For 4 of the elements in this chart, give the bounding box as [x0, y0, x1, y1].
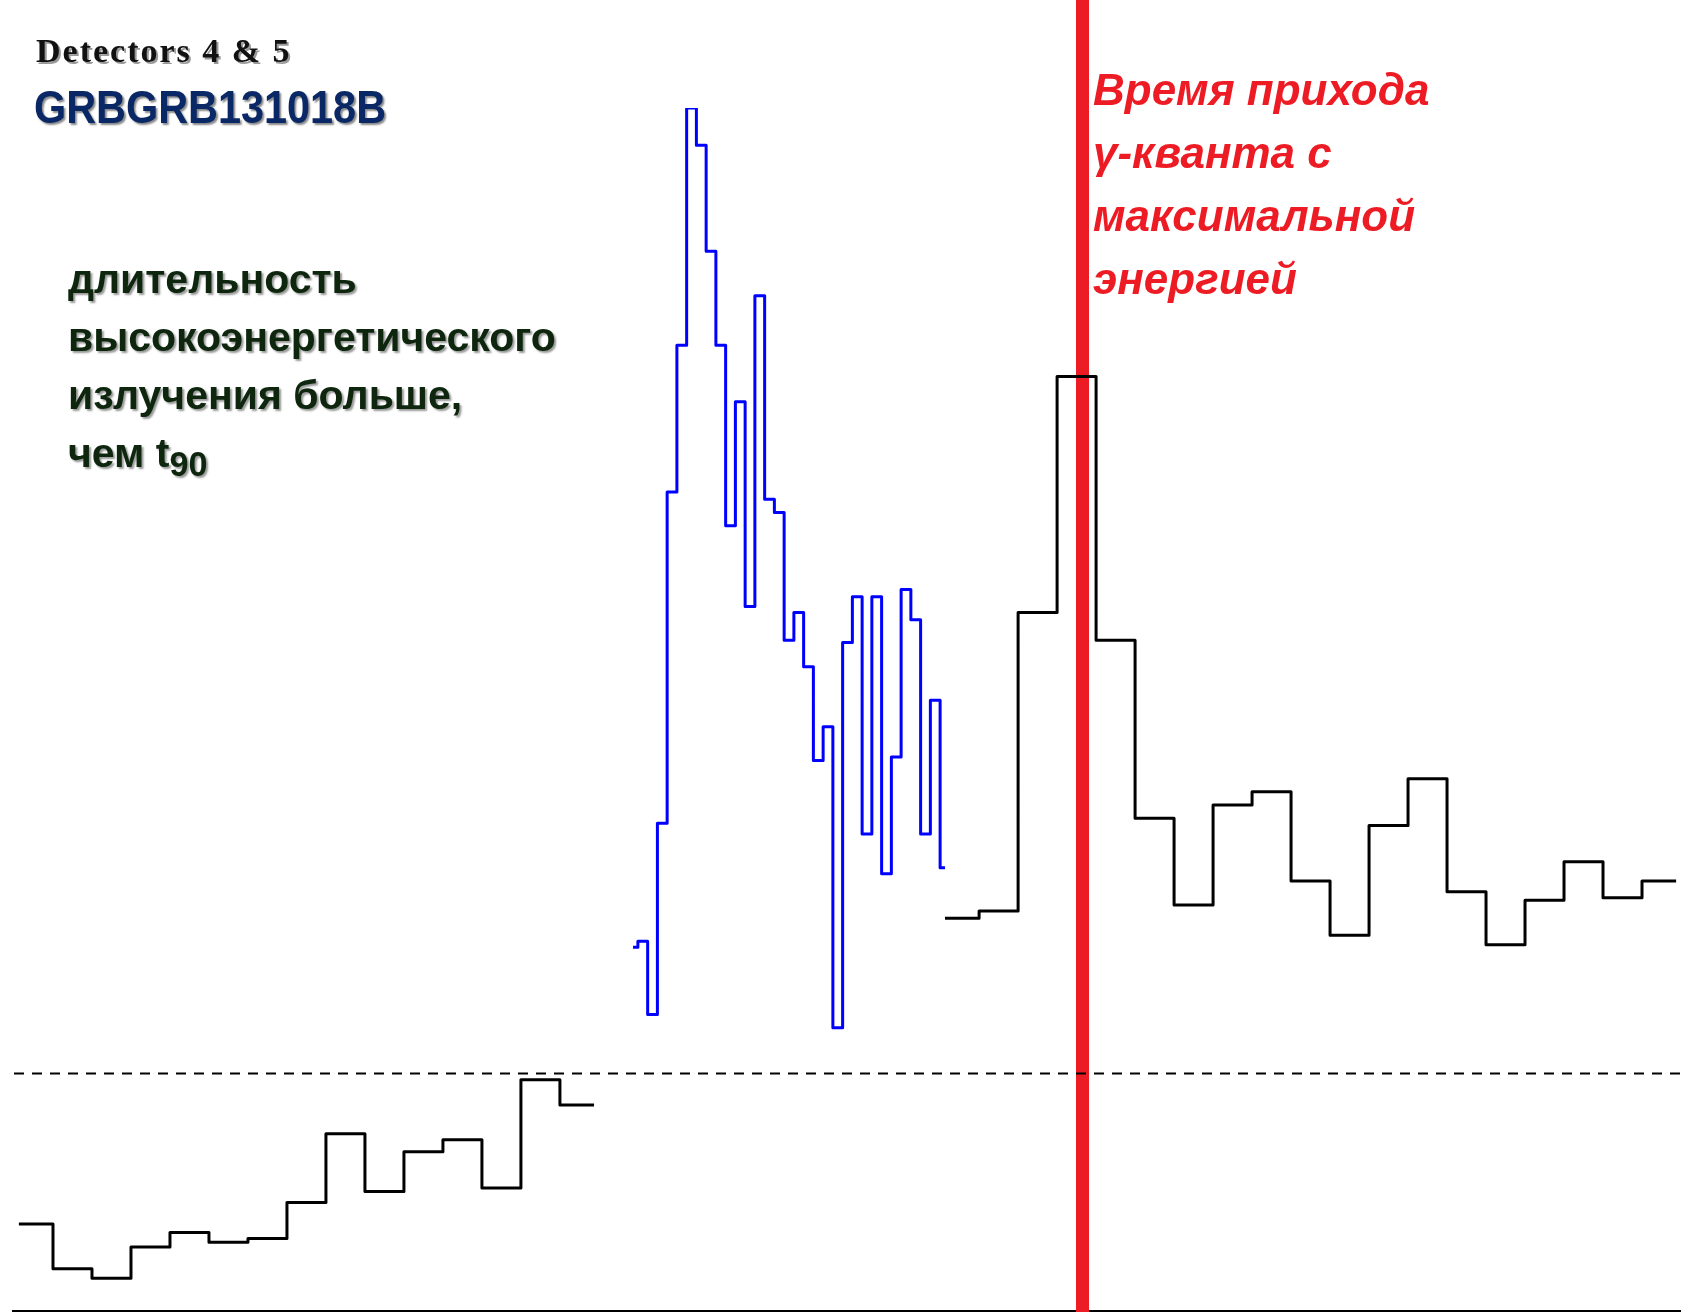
- annotation: длительность высокоэнергетического излучения больше, чем t$_{90}$: [68, 255, 556, 486]
- chart-title: Detectors 4 & 5: [36, 32, 292, 70]
- annotation: Время прихода γ-кванта с максимальной энергией: [1093, 64, 1430, 305]
- chart-subtitle: GRBGRB131018B: [34, 80, 387, 134]
